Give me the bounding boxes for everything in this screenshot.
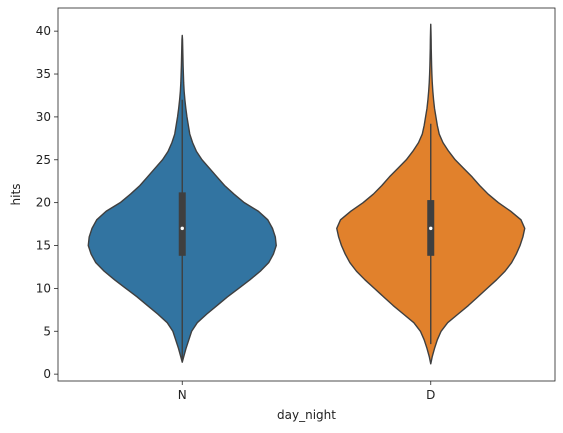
median-dot-D: [429, 226, 433, 231]
y-tick-label-5: 5: [43, 324, 51, 338]
median-dot-N: [180, 226, 184, 231]
y-tick-label-35: 35: [36, 67, 51, 81]
x-tick-label-D: D: [426, 388, 435, 402]
violins-layer: [87, 23, 526, 365]
y-tick-label-15: 15: [36, 239, 51, 253]
y-axis-label: hits: [9, 184, 23, 206]
x-tick-label-N: N: [178, 388, 187, 402]
y-tick-label-25: 25: [36, 153, 51, 167]
y-tick-label-10: 10: [36, 281, 51, 295]
y-tick-label-0: 0: [43, 367, 51, 381]
plot-frame: [57, 7, 556, 382]
y-axis: 0 5 10 15 20 25 30 35 40: [36, 24, 58, 381]
x-axis-label: day_night: [277, 408, 336, 422]
y-tick-label-40: 40: [36, 24, 51, 38]
y-tick-label-30: 30: [36, 110, 51, 124]
y-tick-label-20: 20: [36, 196, 51, 210]
iqr-box-N: [178, 192, 186, 256]
boxes-layer: [178, 99, 435, 363]
